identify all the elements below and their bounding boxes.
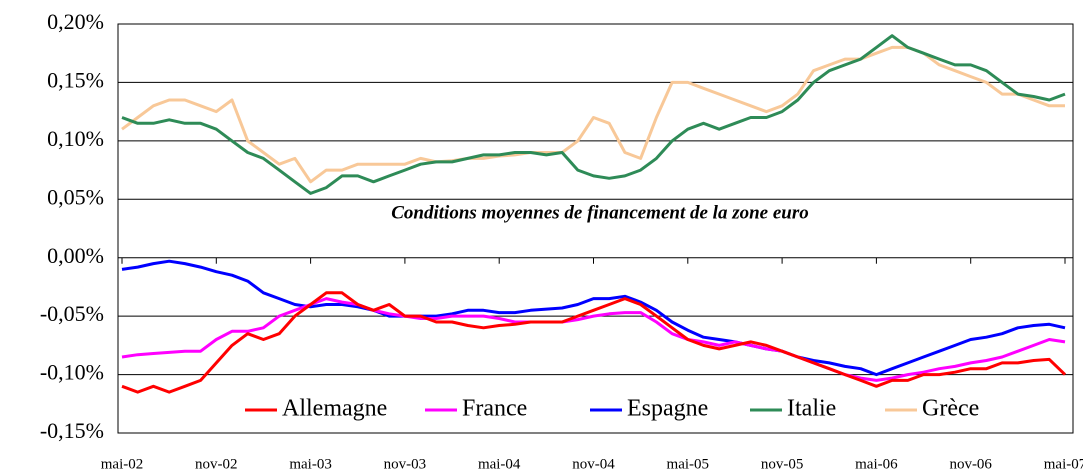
legend-label: Grèce xyxy=(922,396,979,422)
x-tick-label: nov-05 xyxy=(761,456,804,472)
y-tick-label: -0,15% xyxy=(40,418,104,443)
series-line xyxy=(121,297,1066,382)
x-tick-label: nov-03 xyxy=(384,456,427,472)
legend-label: France xyxy=(462,396,527,422)
x-tick-label: mai-04 xyxy=(478,456,521,472)
x-tick-label: nov-04 xyxy=(572,456,615,472)
x-tick-label: mai-05 xyxy=(667,456,710,472)
x-tick-label: mai-06 xyxy=(855,456,898,472)
legend-label: Italie xyxy=(787,396,836,422)
y-tick-label: -0,05% xyxy=(40,301,104,326)
y-tick-label: -0,10% xyxy=(40,360,104,385)
y-tick-label: 0,05% xyxy=(47,184,104,209)
y-tick-label: 0,20% xyxy=(47,9,104,34)
annotation: Conditions moyennes de financement de la… xyxy=(391,202,809,223)
x-tick-label: nov-02 xyxy=(195,456,238,472)
series-line xyxy=(121,259,1066,377)
series-line xyxy=(121,291,1067,394)
x-tick-label: mai-02 xyxy=(101,456,144,472)
legend-label: Espagne xyxy=(627,396,708,422)
y-tick-label: 0,15% xyxy=(47,67,104,92)
y-tick-label: 0,10% xyxy=(47,126,104,151)
x-tick-label: mai-07 xyxy=(1044,456,1083,472)
series-line xyxy=(121,45,1065,184)
x-tick-label: mai-03 xyxy=(289,456,332,472)
series-line xyxy=(121,34,1066,195)
legend-label: Allemagne xyxy=(282,396,387,422)
x-tick-label: nov-06 xyxy=(949,456,992,472)
y-tick-label: 0,00% xyxy=(47,243,104,268)
